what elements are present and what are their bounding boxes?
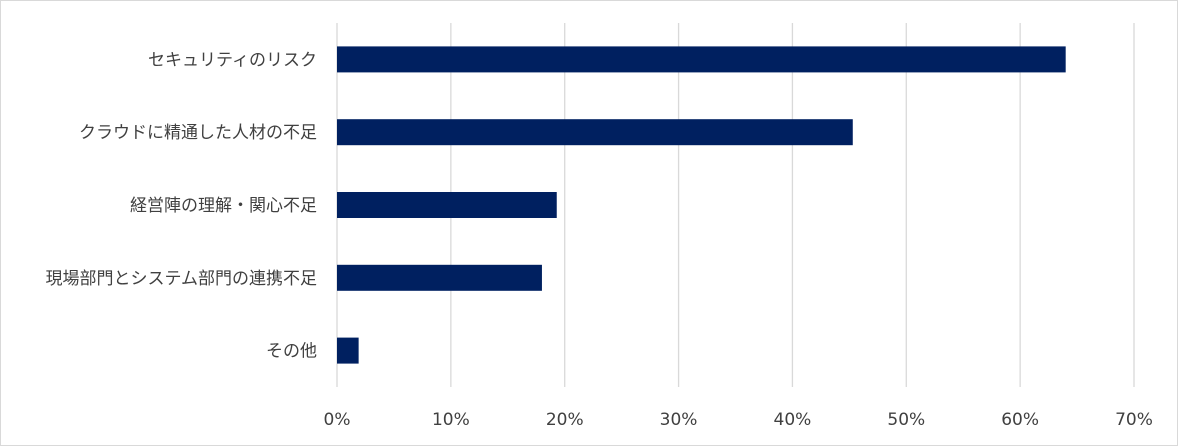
x-tick-label: 30% [660, 410, 698, 430]
bar [337, 192, 557, 218]
bar [337, 46, 1066, 73]
bar [337, 119, 853, 146]
x-tick-label: 60% [1001, 410, 1039, 430]
category-labels: セキュリティのリスククラウドに精通した人材の不足経営陣の理解・関心不足現場部門と… [46, 50, 318, 361]
category-label: 現場部門とシステム部門の連携不足 [46, 269, 318, 289]
category-label: セキュリティのリスク [148, 50, 317, 70]
x-tick-label: 40% [774, 410, 812, 430]
x-tick-label: 10% [432, 410, 470, 430]
bar [337, 337, 359, 364]
category-label: クラウドに精通した人材の不足 [79, 123, 317, 143]
x-tick-label: 70% [1115, 410, 1153, 430]
x-tick-label: 20% [546, 410, 584, 430]
x-tick-labels: 0% 10% 20% 30% 40% 50% 60% 70% [324, 410, 1153, 430]
gridlines [336, 23, 1135, 387]
x-tick-label: 50% [887, 410, 925, 430]
category-label: 経営陣の理解・関心不足 [130, 196, 317, 216]
bars [337, 46, 1066, 364]
x-tick-label: 0% [324, 410, 351, 430]
bar [337, 264, 542, 291]
category-label: その他 [266, 342, 317, 362]
